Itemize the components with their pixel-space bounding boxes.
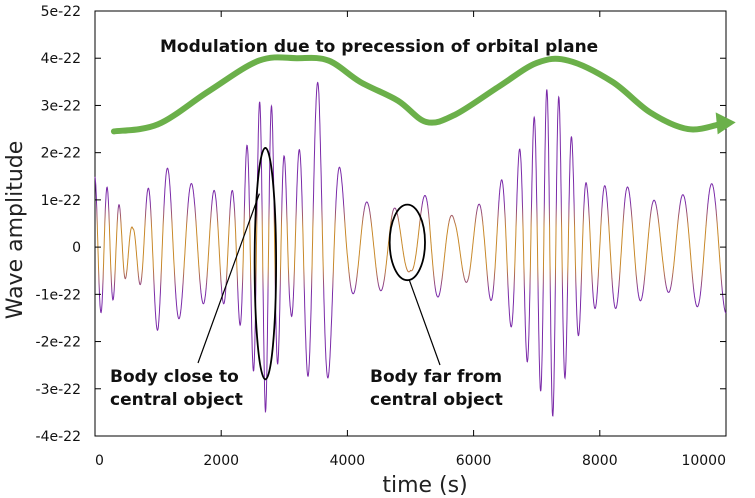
x-tick-label: 2000 <box>203 453 239 469</box>
far-body-ellipse <box>388 203 426 282</box>
modulation-annotation: Modulation due to precession of orbital … <box>160 37 598 57</box>
y-axis-ticks: 5e-22 4e-22 3e-22 2e-22 1e-22 0 -1e-22 -2e-22 -3… <box>36 4 726 445</box>
y-tick-label: -2e-22 <box>36 335 81 351</box>
far-annotation-line1: Body far from <box>370 367 502 387</box>
y-tick-label: 0 <box>72 240 81 256</box>
x-axis-ticks: 0 2000 4000 6000 8000 10000 <box>94 11 727 469</box>
x-tick-label: 4000 <box>330 453 366 469</box>
plot-frame <box>94 10 727 437</box>
y-tick-label: -4e-22 <box>36 429 81 445</box>
x-axis-label: time (s) <box>382 473 467 498</box>
x-tick-label: 8000 <box>582 453 618 469</box>
y-tick-label: -3e-22 <box>36 382 81 398</box>
modulation-arrow-head <box>715 112 736 135</box>
y-tick-label: -1e-22 <box>36 287 81 303</box>
far-annotation-line2: central object <box>370 390 503 410</box>
x-tick-label: 0 <box>95 453 104 469</box>
y-tick-label: 2e-22 <box>41 146 81 162</box>
y-tick-label: 1e-22 <box>41 193 81 209</box>
x-tick-label: 6000 <box>456 453 492 469</box>
waveform-series-line <box>94 81 727 417</box>
y-tick-label: 5e-22 <box>41 4 81 20</box>
x-tick-label: 10000 <box>681 453 726 469</box>
y-tick-label: 4e-22 <box>41 51 81 67</box>
far-pointer-line <box>408 279 441 366</box>
y-axis-label: Wave amplitude <box>3 141 28 320</box>
y-tick-label: 3e-22 <box>41 98 81 114</box>
close-annotation-line2: central object <box>110 390 243 410</box>
close-annotation-line1: Body close to <box>110 367 239 387</box>
close-body-ellipse <box>253 147 277 381</box>
plot-area <box>94 10 736 437</box>
close-pointer-line <box>197 193 260 364</box>
modulation-curve <box>110 54 723 135</box>
